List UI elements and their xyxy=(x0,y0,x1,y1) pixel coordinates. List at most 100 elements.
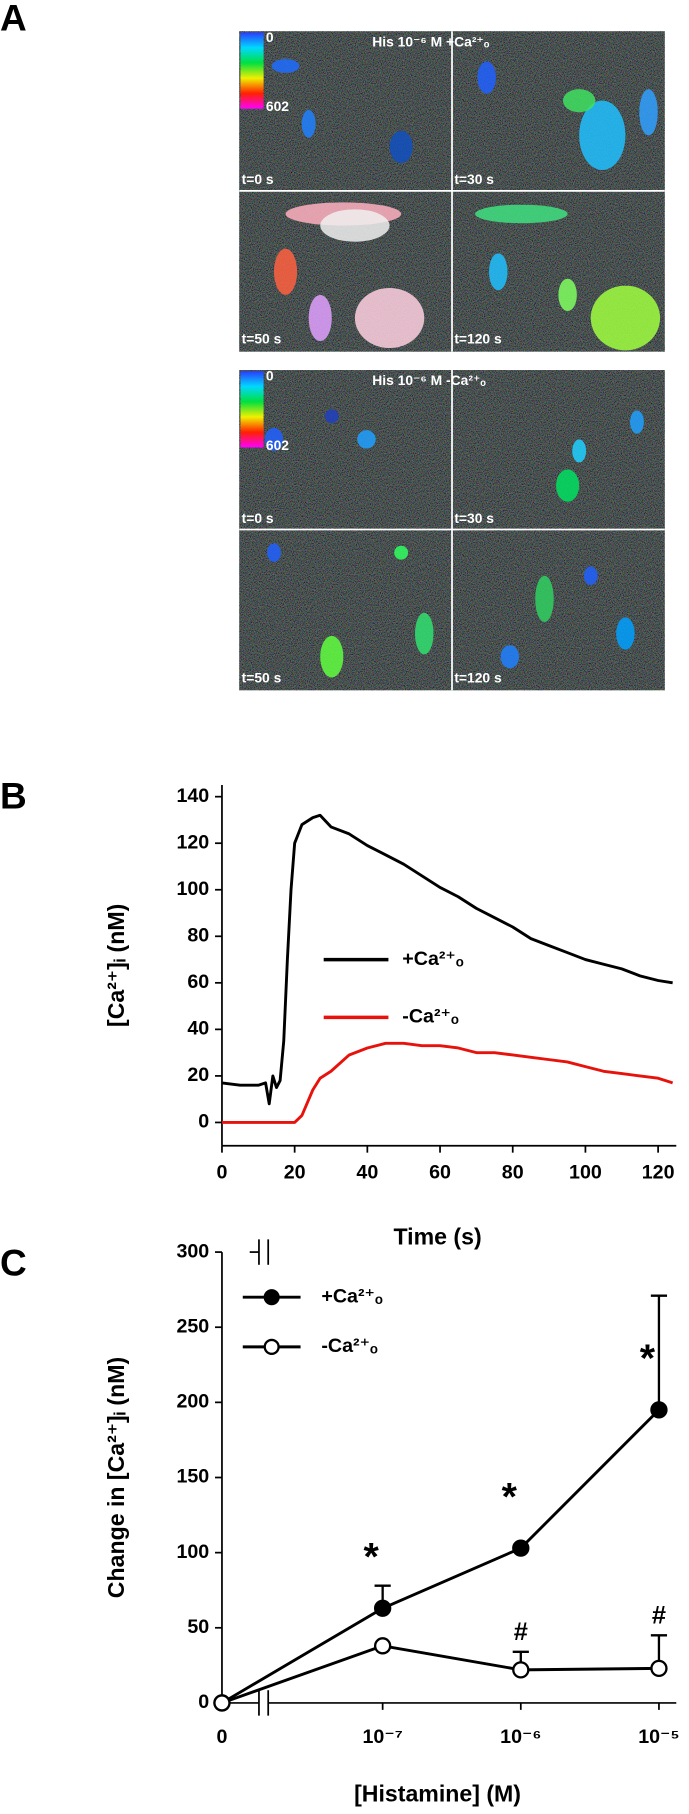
x-axis-label: [Histamine] (M) xyxy=(354,1781,521,1807)
frame-time: t=0 s xyxy=(242,510,274,526)
cell xyxy=(535,575,554,623)
y-tick-label: 60 xyxy=(187,971,209,993)
y-tick-label: 40 xyxy=(187,1018,209,1040)
cell xyxy=(639,89,658,136)
cell xyxy=(415,612,434,655)
cell xyxy=(357,430,376,449)
frame-time: t=120 s xyxy=(454,669,502,685)
cell xyxy=(616,617,635,650)
data-point xyxy=(373,1599,392,1617)
scale-max: 602 xyxy=(266,98,289,114)
legend-marker xyxy=(263,1289,280,1306)
x-tick-label: 10⁻⁷ xyxy=(362,1726,402,1748)
scale-max: 602 xyxy=(266,437,289,453)
data-point xyxy=(650,1401,668,1419)
annotation: * xyxy=(640,1337,656,1381)
y-tick-label: 140 xyxy=(176,785,209,807)
x-axis-label: Time (s) xyxy=(393,1223,481,1249)
cell xyxy=(590,285,661,351)
legend-marker xyxy=(263,1338,280,1355)
legend-label: -Ca²⁺ₒ xyxy=(321,1335,378,1357)
x-tick-label: 10⁻⁶ xyxy=(500,1726,541,1748)
y-tick-label: 300 xyxy=(176,1240,209,1262)
data-point xyxy=(213,1694,231,1712)
cell xyxy=(389,130,413,164)
x-tick-label: 0 xyxy=(216,1726,227,1748)
y-tick-label: 200 xyxy=(176,1391,209,1413)
frame-time: t=30 s xyxy=(454,171,494,187)
cell xyxy=(267,543,281,562)
cell xyxy=(301,109,316,138)
data-line xyxy=(221,1408,660,1705)
cell xyxy=(572,439,587,463)
x-tick-label: 60 xyxy=(429,1162,451,1184)
cell xyxy=(264,427,284,451)
cell xyxy=(320,635,344,678)
y-tick-label: 0 xyxy=(198,1691,209,1713)
y-axis-label: Change in [Ca²⁺]ᵢ (nM) xyxy=(103,1357,129,1598)
y-tick-label: 100 xyxy=(176,878,209,900)
image-title: His 10⁻⁶ M +Ca²⁺ₒ xyxy=(372,34,490,50)
scale-min: 0 xyxy=(266,368,274,384)
cell xyxy=(271,59,300,73)
y-tick-label: 250 xyxy=(176,1315,209,1337)
y-tick-label: 50 xyxy=(187,1616,209,1638)
y-axis-label: [Ca²⁺]ᵢ (nM) xyxy=(103,904,129,1027)
frame-time: t=0 s xyxy=(242,171,274,187)
frame-time: t=30 s xyxy=(454,510,494,526)
cell xyxy=(273,248,298,295)
panel-label: B xyxy=(0,776,27,817)
x-tick-label: 20 xyxy=(284,1162,306,1184)
data-line xyxy=(221,1041,674,1124)
scale-min: 0 xyxy=(266,29,274,45)
color-scale xyxy=(240,32,264,109)
x-tick-label: 40 xyxy=(356,1162,378,1184)
legend-label: -Ca²⁺ₒ xyxy=(402,1006,459,1028)
data-line xyxy=(221,813,673,1106)
frame-time: t=120 s xyxy=(454,331,502,347)
frame-time: t=50 s xyxy=(242,669,282,685)
y-tick-label: 80 xyxy=(187,924,209,946)
panel-label: A xyxy=(0,0,27,39)
cell xyxy=(354,287,425,349)
x-tick-label: 80 xyxy=(502,1162,524,1184)
image-title: His 10⁻⁶ M -Ca²⁺ₒ xyxy=(372,372,486,388)
annotation: * xyxy=(502,1475,518,1519)
annotation: # xyxy=(652,1602,666,1630)
cell xyxy=(308,294,332,342)
y-tick-label: 150 xyxy=(176,1466,209,1488)
x-tick-label: 0 xyxy=(216,1162,227,1184)
y-tick-label: 120 xyxy=(176,831,209,853)
y-tick-label: 0 xyxy=(198,1111,209,1133)
panel-label: C xyxy=(0,1243,27,1284)
y-tick-label: 20 xyxy=(187,1064,209,1086)
legend-label: +Ca²⁺ₒ xyxy=(321,1285,383,1307)
cell xyxy=(583,566,598,586)
cell xyxy=(500,645,520,669)
frame-time: t=50 s xyxy=(242,331,282,347)
annotation: # xyxy=(514,1618,528,1646)
legend-label: +Ca²⁺ₒ xyxy=(402,948,464,970)
cell xyxy=(475,204,568,224)
data-point xyxy=(512,1661,530,1679)
cell xyxy=(489,253,508,291)
data-point xyxy=(373,1637,392,1655)
cell xyxy=(320,209,390,242)
cell xyxy=(558,278,577,312)
x-tick-label: 10⁻⁵ xyxy=(638,1726,679,1748)
annotation: * xyxy=(363,1535,379,1579)
cell xyxy=(562,89,596,113)
x-tick-label: 120 xyxy=(642,1162,675,1184)
x-tick-label: 100 xyxy=(569,1162,602,1184)
data-line xyxy=(221,1644,659,1705)
cell xyxy=(630,410,644,434)
y-tick-label: 100 xyxy=(176,1541,209,1563)
data-point xyxy=(512,1539,530,1557)
cell xyxy=(579,100,626,171)
cell xyxy=(556,469,580,502)
data-point xyxy=(650,1659,668,1678)
cell xyxy=(324,409,339,424)
cell xyxy=(394,545,409,560)
